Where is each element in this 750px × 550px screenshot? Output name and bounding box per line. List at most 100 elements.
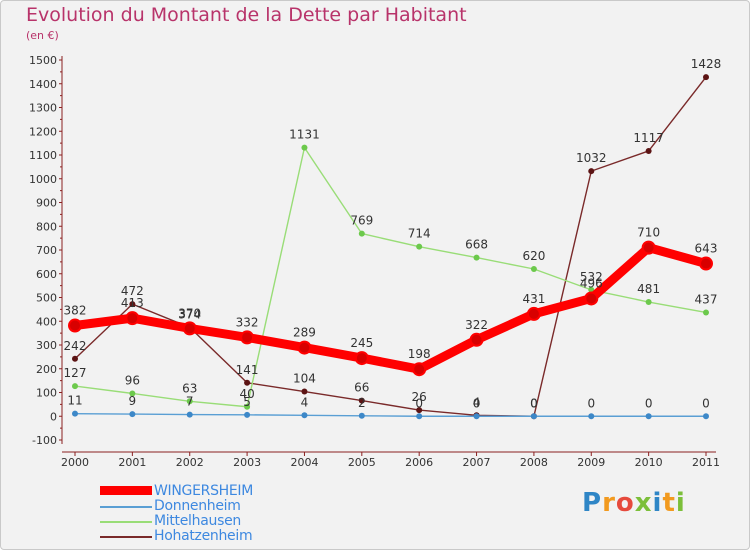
data-point-donnenheim (416, 413, 423, 420)
data-label-hohatzenheim: 1032 (576, 151, 607, 165)
y-tick-label: 1200 (29, 125, 57, 138)
data-label-wingersheim: 245 (350, 336, 373, 350)
y-tick-label: 600 (36, 268, 57, 281)
data-label-mittelhausen: 714 (408, 227, 431, 241)
data-point-hohatzenheim (301, 388, 308, 395)
data-label-wingersheim: 289 (293, 326, 316, 340)
chart-title: Evolution du Montant de la Dette par Hab… (26, 4, 467, 26)
logo-letter: i (652, 488, 663, 518)
data-point-mittelhausen (72, 383, 78, 390)
data-point-mittelhausen (301, 144, 308, 151)
x-tick-label: 2008 (520, 456, 548, 469)
data-label-wingersheim: 322 (465, 318, 488, 332)
chart-subtitle: (en €) (26, 29, 59, 42)
data-label-mittelhausen: 437 (695, 292, 718, 306)
data-point-hohatzenheim (244, 379, 251, 386)
x-tick-label: 2003 (233, 456, 261, 469)
legend-label-donnenheim: Donnenheim (154, 498, 241, 514)
data-label-wingersheim: 382 (64, 304, 87, 318)
y-tick-label: 0 (50, 410, 57, 423)
data-label-donnenheim: 2 (358, 396, 366, 410)
data-label-donnenheim: 9 (129, 394, 137, 408)
data-label-hohatzenheim: 374 (178, 307, 201, 321)
data-label-wingersheim: 431 (522, 292, 545, 306)
data-point-wingersheim (240, 330, 255, 345)
data-label-hohatzenheim: 242 (64, 339, 87, 353)
proxiti-logo: Proxiti (582, 488, 686, 518)
legend-label-mittelhausen: Mittelhausen (154, 513, 241, 529)
data-label-mittelhausen: 620 (522, 249, 545, 263)
data-point-wingersheim (68, 318, 82, 333)
data-label-wingersheim: 496 (580, 276, 603, 290)
data-point-mittelhausen (244, 403, 251, 410)
data-label-hohatzenheim: 104 (293, 372, 316, 386)
data-point-mittelhausen (416, 243, 423, 250)
x-tick-label: 2006 (405, 456, 433, 469)
data-label-mittelhausen: 532 (580, 270, 603, 284)
data-point-donnenheim (186, 411, 193, 418)
y-tick-label: 200 (36, 363, 57, 376)
data-label-wingersheim: 370 (178, 306, 201, 320)
series-line-wingersheim (70, 243, 711, 374)
x-tick-label: 2000 (61, 456, 89, 469)
data-point-donnenheim (645, 413, 652, 420)
y-tick-label: 800 (36, 220, 57, 233)
data-point-donnenheim (72, 410, 78, 417)
data-label-mittelhausen: 481 (637, 282, 660, 296)
data-point-wingersheim (469, 332, 484, 347)
data-label-donnenheim: 4 (301, 395, 309, 409)
data-point-hohatzenheim (703, 74, 709, 81)
data-point-mittelhausen (645, 299, 652, 306)
data-label-mittelhausen: 96 (125, 373, 140, 387)
x-tick-label: 2002 (176, 456, 204, 469)
x-tick-label: 2011 (692, 456, 720, 469)
data-label-hohatzenheim: 4 (473, 395, 481, 409)
data-point-donnenheim (703, 413, 709, 420)
data-point-mittelhausen (358, 230, 365, 237)
data-point-donnenheim (129, 411, 136, 418)
data-label-mittelhausen: 769 (350, 214, 373, 228)
data-label-donnenheim: 11 (67, 394, 82, 408)
x-tick-label: 2009 (577, 456, 605, 469)
data-label-hohatzenheim: 26 (412, 390, 427, 404)
data-point-wingersheim (125, 311, 140, 326)
data-point-donnenheim (358, 412, 365, 419)
legend-label-hohatzenheim: Hohatzenheim (154, 528, 253, 544)
data-label-mittelhausen: 668 (465, 238, 488, 252)
data-point-wingersheim (641, 240, 656, 255)
data-point-wingersheim (584, 291, 599, 306)
series-line-donnenheim (74, 412, 707, 417)
logo-letter: x (634, 488, 653, 518)
data-point-hohatzenheim (645, 147, 652, 154)
data-label-donnenheim: 0 (702, 396, 710, 410)
y-tick-label: 400 (36, 315, 57, 328)
y-tick-label: 500 (36, 292, 57, 305)
logo-letter: i (675, 488, 686, 518)
y-tick-label: 300 (36, 339, 57, 352)
logo-letter: P (582, 488, 603, 518)
logo-letter: o (615, 488, 635, 518)
data-label-hohatzenheim: 1428 (691, 57, 722, 71)
data-label-wingersheim: 198 (408, 347, 431, 361)
data-label-donnenheim: 0 (473, 396, 481, 410)
y-tick-label: 1300 (29, 102, 57, 115)
logo-letter: r (602, 488, 616, 518)
data-label-donnenheim: 0 (415, 396, 423, 410)
legend-swatch-mittelhausen (100, 521, 152, 523)
data-label-hohatzenheim: 141 (236, 363, 259, 377)
data-point-donnenheim (588, 413, 595, 420)
data-point-mittelhausen (186, 398, 193, 405)
data-label-mittelhausen: 63 (182, 381, 197, 395)
data-label-hohatzenheim: 472 (121, 284, 144, 298)
data-point-wingersheim (354, 351, 369, 366)
legend-swatch-wingersheim (100, 486, 152, 495)
data-label-donnenheim: 5 (243, 395, 251, 409)
data-point-wingersheim (412, 362, 427, 377)
x-tick-label: 2007 (463, 456, 491, 469)
legend-label-wingersheim: WINGERSHEIM (154, 483, 254, 499)
y-tick-label: 1500 (29, 54, 57, 67)
data-point-donnenheim (244, 411, 251, 418)
x-tick-label: 2001 (118, 456, 146, 469)
